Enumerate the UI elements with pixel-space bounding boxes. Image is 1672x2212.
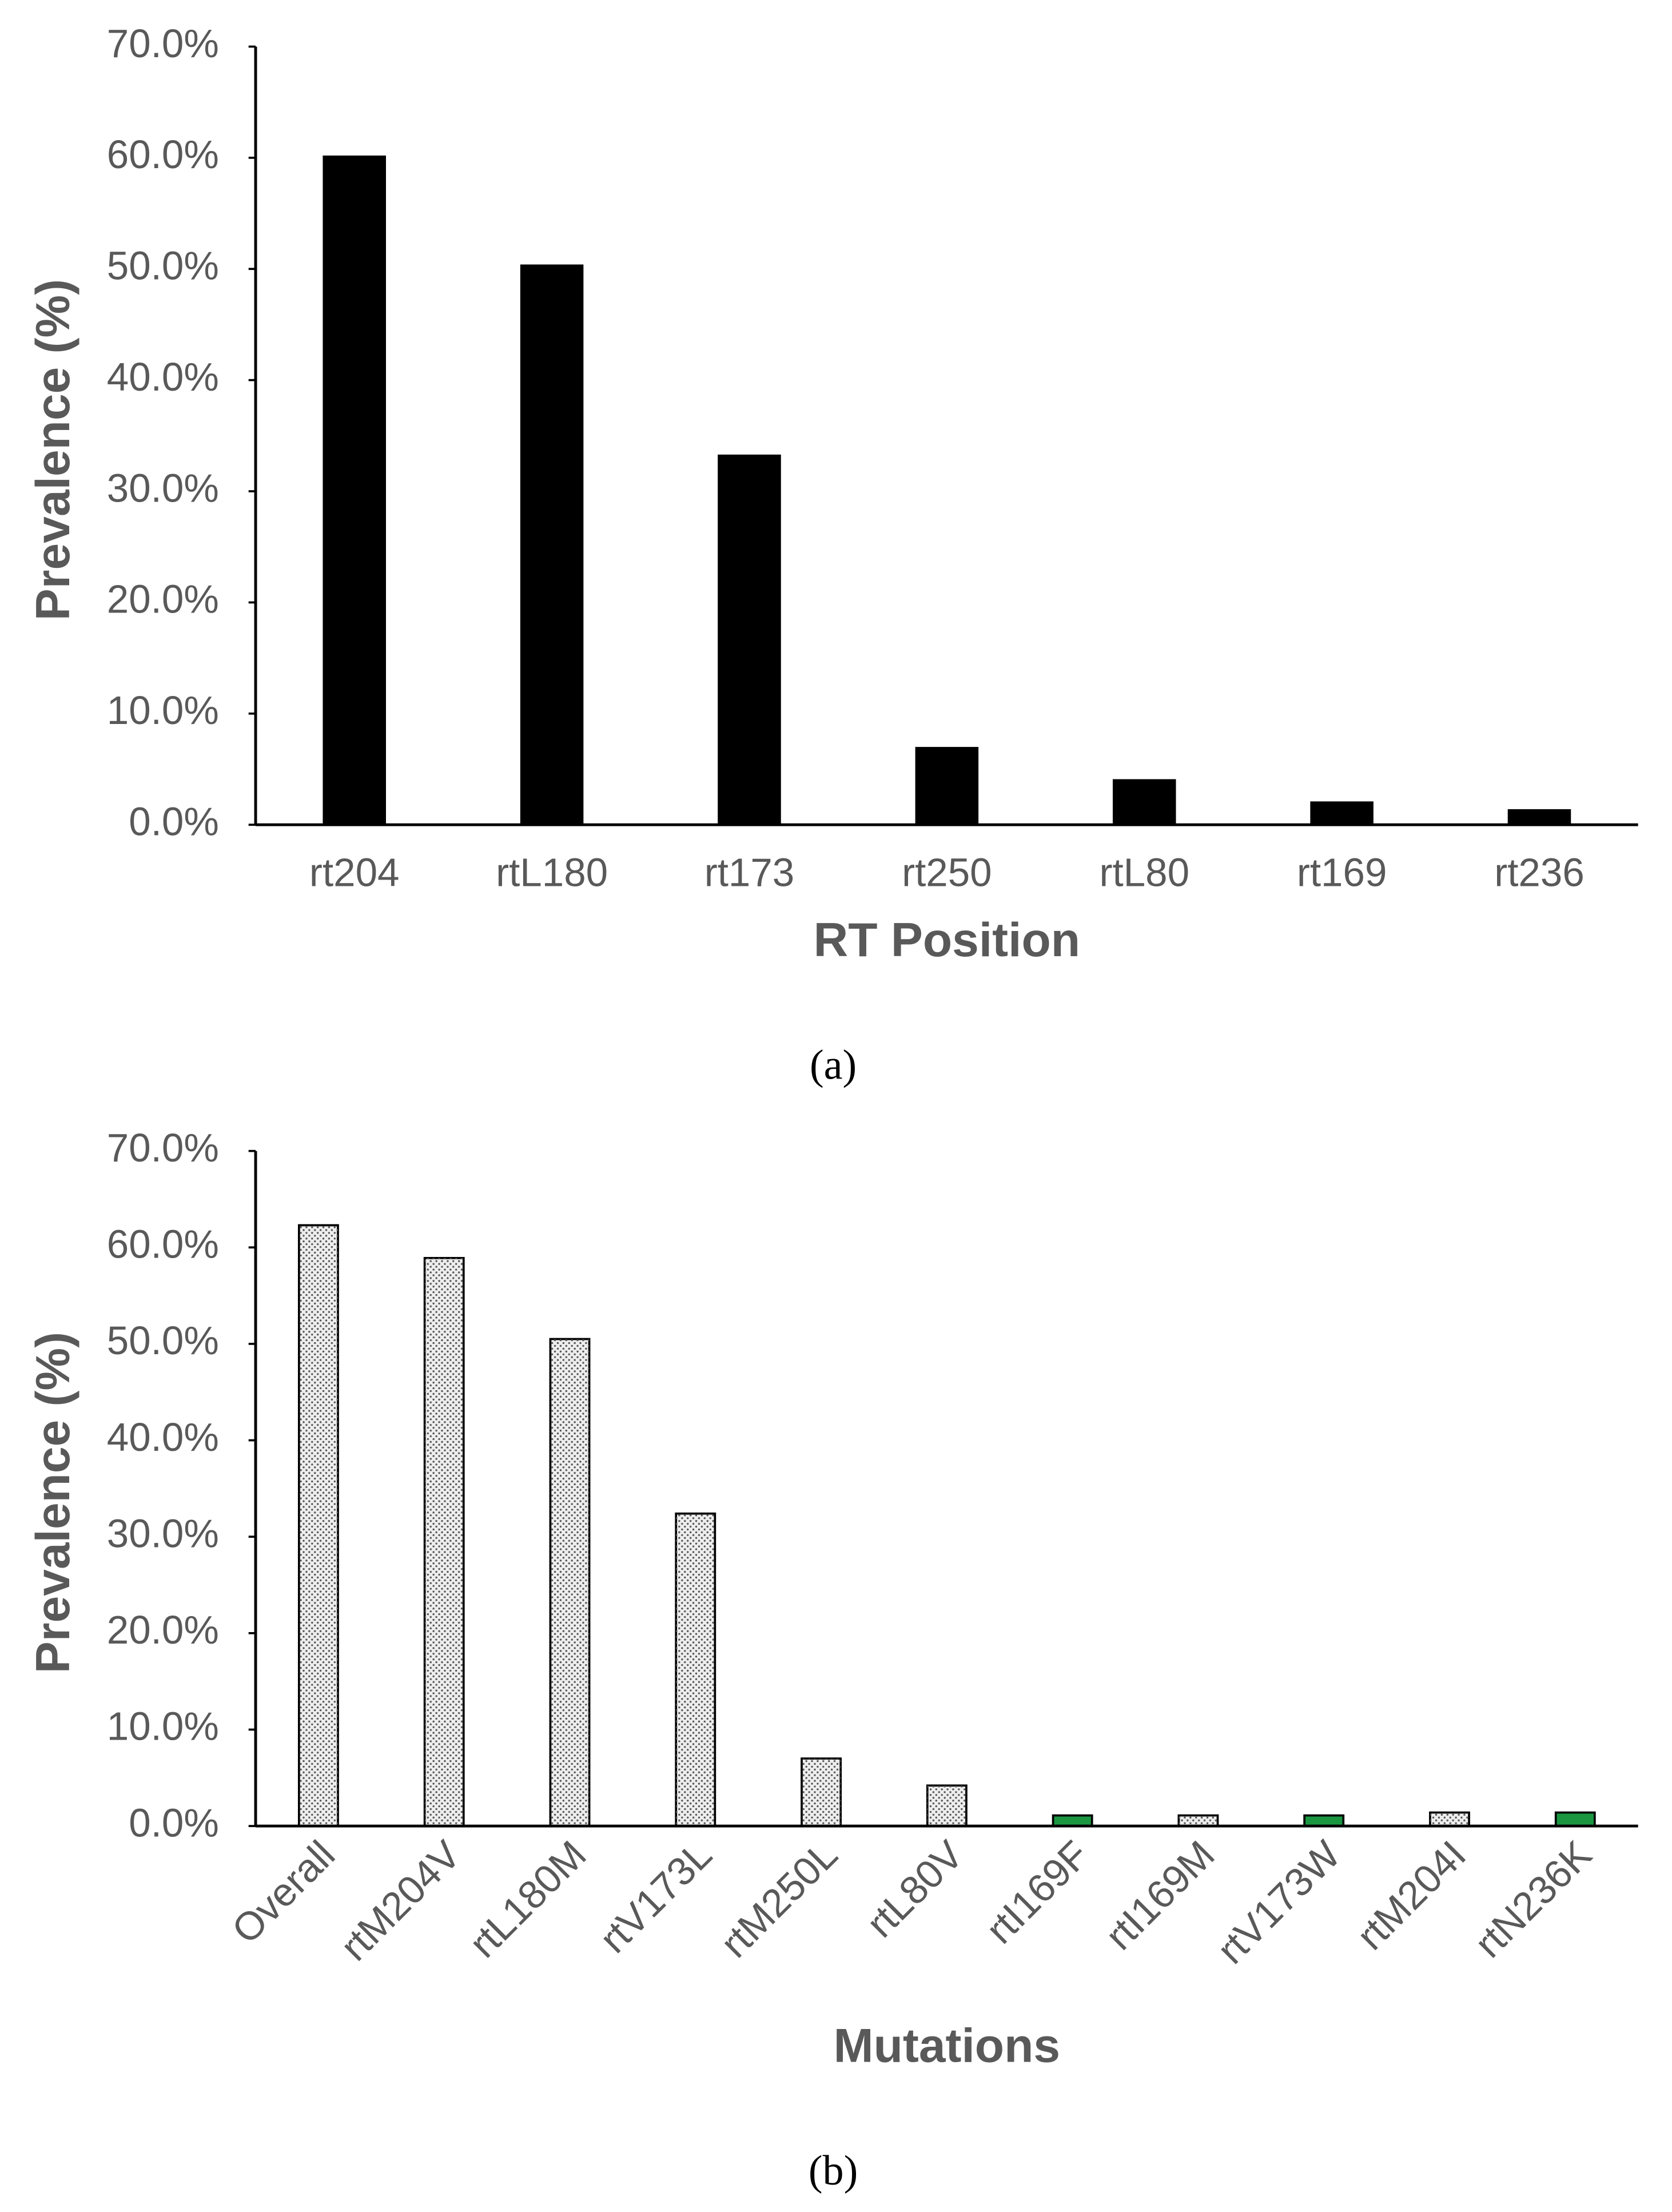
bar-pattern	[550, 1339, 590, 1827]
bar-pattern	[298, 1225, 338, 1827]
x-tick-label: rtM250L	[712, 1832, 846, 1966]
y-tick-label: 50.0%	[107, 1318, 219, 1363]
x-tick-label: rtV173W	[1208, 1832, 1348, 1972]
x-tick-label: rtM204I	[1348, 1832, 1474, 1958]
caption: (b)	[809, 2147, 858, 2194]
bar	[323, 155, 386, 825]
bar-pattern	[1430, 1812, 1470, 1827]
bar	[520, 264, 584, 825]
bar	[1052, 1814, 1093, 1827]
bar	[1310, 801, 1374, 825]
x-tick-label: rtN236K	[1466, 1832, 1600, 1966]
y-tick-label: 40.0%	[107, 1415, 219, 1459]
x-tick-label: rtL80	[1099, 850, 1189, 894]
y-tick-label: 70.0%	[107, 21, 219, 66]
y-tick-label: 0.0%	[129, 1800, 219, 1845]
x-tick-label: rtI169M	[1097, 1832, 1223, 1958]
x-tick-label: rt250	[902, 850, 992, 894]
bar	[1554, 1811, 1596, 1827]
y-axis-title: Prevalence (%)	[26, 279, 79, 620]
bar-pattern	[1179, 1815, 1218, 1827]
y-tick-label: 60.0%	[107, 132, 219, 177]
x-tick-label: rt173	[704, 850, 795, 894]
y-tick-label: 30.0%	[107, 1511, 219, 1555]
bar	[1303, 1814, 1345, 1827]
x-tick-label: rtV173L	[591, 1832, 720, 1961]
bar-pattern	[927, 1785, 966, 1827]
bar	[718, 454, 781, 825]
x-tick-label: rtL180	[496, 850, 608, 894]
x-axis-title: RT Position	[814, 913, 1080, 966]
x-tick-label: rtM204V	[332, 1832, 469, 1969]
x-tick-label: rt204	[309, 850, 400, 894]
y-tick-label: 20.0%	[107, 1608, 219, 1652]
y-tick-label: 50.0%	[107, 244, 219, 288]
bar	[1112, 779, 1176, 825]
x-tick-label: Overall	[223, 1832, 343, 1952]
y-tick-label: 10.0%	[107, 1704, 219, 1749]
x-tick-label: rtL80V	[858, 1832, 972, 1946]
x-tick-label: rtI169F	[977, 1832, 1097, 1952]
x-axis-title: Mutations	[834, 2018, 1060, 2072]
bar-pattern	[802, 1759, 841, 1827]
bar	[1507, 809, 1571, 825]
y-tick-label: 30.0%	[107, 466, 219, 510]
y-axis-title: Prevalence (%)	[26, 1332, 79, 1673]
y-tick-label: 40.0%	[107, 355, 219, 399]
caption: (a)	[810, 1041, 857, 1088]
bar-pattern	[676, 1513, 715, 1827]
x-tick-label: rt236	[1494, 850, 1585, 894]
bar-pattern	[424, 1258, 464, 1827]
y-tick-label: 60.0%	[107, 1222, 219, 1267]
x-tick-label: rtL180M	[460, 1832, 594, 1966]
y-tick-label: 10.0%	[107, 688, 219, 733]
y-tick-label: 20.0%	[107, 577, 219, 622]
y-tick-label: 70.0%	[107, 1125, 219, 1170]
bar	[915, 747, 979, 825]
x-tick-label: rt169	[1297, 850, 1387, 894]
y-tick-label: 0.0%	[129, 799, 219, 844]
